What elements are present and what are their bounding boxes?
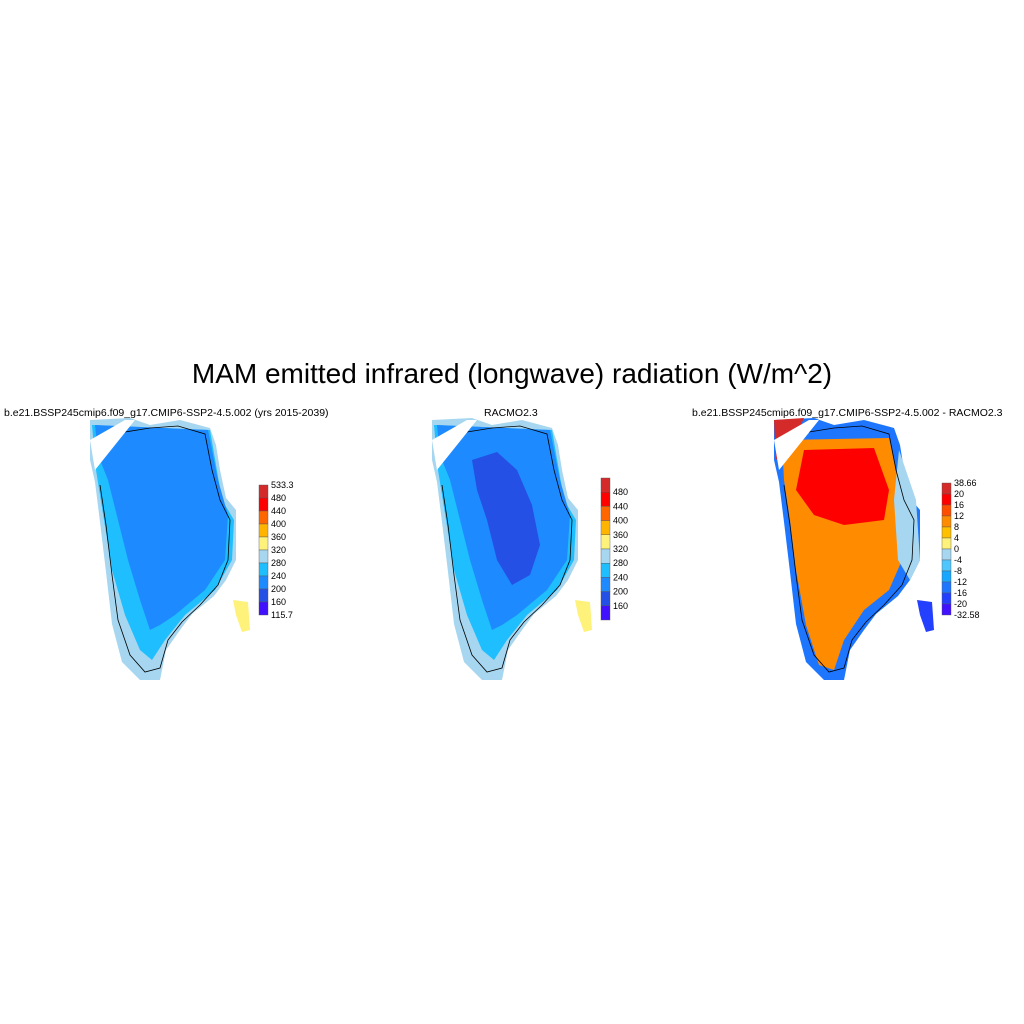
coastline bbox=[441, 425, 573, 673]
svalbard-region bbox=[233, 600, 250, 632]
colorbar-bin bbox=[941, 526, 952, 539]
panel-1-title: b.e21.BSSP245cmip6.f09_g17.CMIP6-SSP2-4.… bbox=[4, 407, 329, 419]
colorbar-tick-label: 400 bbox=[271, 519, 286, 529]
high-interior-region bbox=[472, 452, 540, 585]
colorbar-bin bbox=[600, 563, 611, 578]
north-interior-region bbox=[796, 448, 889, 525]
colorbar-tick-label: 16 bbox=[954, 500, 964, 510]
colorbar-tick-label: 20 bbox=[954, 489, 964, 499]
colorbar-tick-label: 480 bbox=[613, 487, 628, 497]
colorbar-bin bbox=[941, 504, 952, 517]
map-panel-3 bbox=[774, 418, 934, 680]
interior-region bbox=[95, 425, 228, 630]
colorbar-bin bbox=[941, 603, 952, 616]
colorbar-2: 480 440 400 360 320 280 240 200 160 bbox=[600, 477, 628, 621]
colorbar-tick-label: 4 bbox=[954, 533, 959, 543]
colorbar-tick-label: 8 bbox=[954, 522, 959, 532]
svalbard-region bbox=[917, 600, 934, 632]
colorbar-tick-label: 160 bbox=[613, 601, 628, 611]
colorbar-tick-label: 38.66 bbox=[954, 478, 977, 488]
colorbar-bin bbox=[941, 482, 952, 495]
colorbar-tick-label: 400 bbox=[613, 516, 628, 526]
ocean-gap bbox=[90, 420, 135, 470]
map-panel-1 bbox=[90, 418, 250, 680]
colorbar-tick-label: 280 bbox=[613, 558, 628, 568]
ocean-gap bbox=[432, 420, 477, 470]
colorbar-bin bbox=[258, 562, 269, 577]
colorbar-bin bbox=[600, 506, 611, 521]
colorbar-tick-label: 360 bbox=[613, 530, 628, 540]
colorbar-tick-label: 480 bbox=[271, 493, 286, 503]
colorbar-tick-label: 280 bbox=[271, 558, 286, 568]
colorbar-bin bbox=[258, 549, 269, 564]
colorbar-tick-label: 200 bbox=[613, 587, 628, 597]
colorbar-bin bbox=[941, 559, 952, 572]
colorbar-bin bbox=[600, 477, 611, 493]
colorbar-bin bbox=[941, 515, 952, 528]
coastline bbox=[99, 425, 231, 673]
colorbar-tick-label: 240 bbox=[271, 571, 286, 581]
panel-3-title: b.e21.BSSP245cmip6.f09_g17.CMIP6-SSP2-4.… bbox=[692, 407, 1003, 419]
coastline bbox=[783, 425, 915, 673]
colorbar-bin bbox=[258, 484, 269, 499]
colorbar-bin bbox=[941, 537, 952, 550]
panel-2-title: RACMO2.3 bbox=[484, 407, 538, 419]
colorbar-1: 533.3 480 440 400 360 320 280 240 200 160 115.7 bbox=[258, 480, 294, 620]
colorbar-bin bbox=[600, 591, 611, 606]
colorbar-bin bbox=[258, 510, 269, 525]
colorbar-tick-label: 320 bbox=[613, 544, 628, 554]
svalbard-region bbox=[575, 600, 592, 632]
ocean-gap bbox=[774, 420, 819, 470]
colorbar-tick-label: -12 bbox=[954, 577, 967, 587]
colorbar-bin bbox=[258, 523, 269, 538]
colorbar-tick-label: 320 bbox=[271, 545, 286, 555]
colorbar-bin bbox=[600, 492, 611, 507]
colorbar-bin bbox=[258, 588, 269, 603]
colorbar-tick-label: -16 bbox=[954, 588, 967, 598]
figure-title: MAM emitted infrared (longwave) radiatio… bbox=[191, 358, 833, 389]
east-margin-region bbox=[894, 450, 920, 580]
colorbar-tick-label: 160 bbox=[271, 597, 286, 607]
colorbar-tick-label: 360 bbox=[271, 532, 286, 542]
colorbar-tick-label: -4 bbox=[954, 555, 962, 565]
colorbar-bin bbox=[941, 570, 952, 583]
colorbar-tick-label: -32.58 bbox=[954, 610, 980, 620]
colorbar-bin bbox=[600, 534, 611, 550]
colorbar-tick-label: 240 bbox=[613, 572, 628, 582]
map-panel-2 bbox=[432, 418, 592, 680]
colorbar-tick-label: 0 bbox=[954, 544, 959, 554]
colorbar-tick-label: -8 bbox=[954, 566, 962, 576]
colorbar-bin bbox=[600, 605, 611, 621]
colorbar-tick-label: 440 bbox=[613, 501, 628, 511]
colorbar-tick-label: 115.7 bbox=[271, 610, 293, 620]
colorbar-bin bbox=[258, 536, 269, 551]
colorbar-bin bbox=[600, 548, 611, 564]
colorbar-bin bbox=[258, 575, 269, 590]
colorbar-bin bbox=[258, 601, 269, 616]
colorbar-tick-label: 533.3 bbox=[271, 480, 294, 490]
colorbar-bin bbox=[258, 497, 269, 512]
colorbar-tick-label: 200 bbox=[271, 584, 286, 594]
colorbar-bin bbox=[600, 520, 611, 535]
colorbar-bin bbox=[941, 548, 952, 561]
colorbar-bin bbox=[941, 581, 952, 594]
colorbar-tick-label: -20 bbox=[954, 599, 967, 609]
colorbar-tick-label: 440 bbox=[271, 506, 286, 516]
colorbar-bin bbox=[600, 577, 611, 592]
colorbar-bin bbox=[941, 592, 952, 605]
colorbar-bin bbox=[941, 493, 952, 506]
colorbar-tick-label: 12 bbox=[954, 511, 964, 521]
